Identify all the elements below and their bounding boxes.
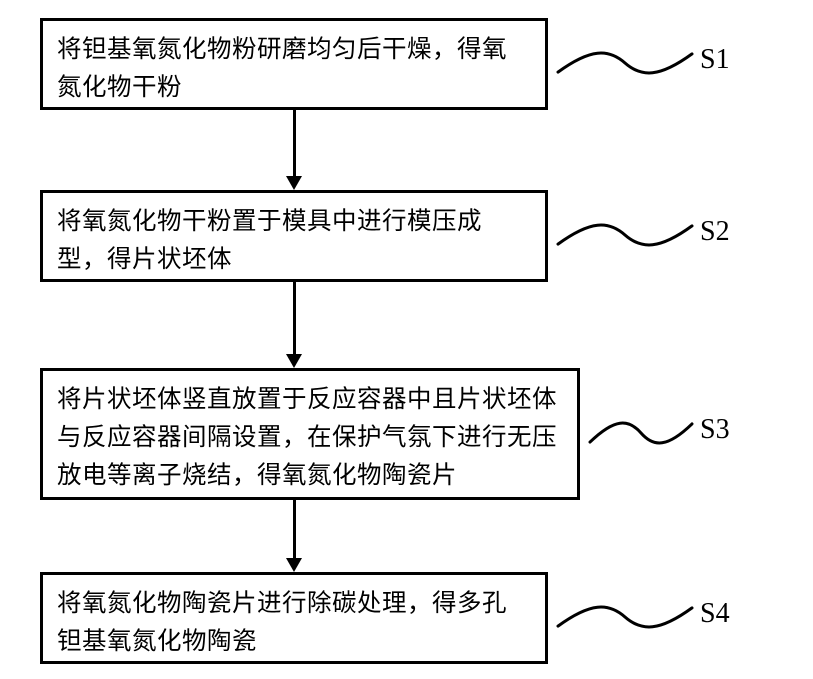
arrow-line (293, 110, 296, 178)
tilde-connector (556, 604, 694, 634)
step-text: 将钽基氧氮化物粉研磨均匀后干燥，得氧氮化物干粉 (57, 36, 507, 101)
step-label-s4: S4 (700, 598, 730, 630)
step-box-s1: 将钽基氧氮化物粉研磨均匀后干燥，得氧氮化物干粉 (40, 18, 548, 110)
arrow-line (293, 282, 296, 356)
tilde-connector (556, 222, 694, 252)
step-box-s3: 将片状坯体竖直放置于反应容器中且片状坯体与反应容器间隔设置，在保护气氛下进行无压… (40, 368, 580, 500)
tilde-connector (556, 50, 694, 80)
step-text: 将氧氮化物陶瓷片进行除碳处理，得多孔钽基氧氮化物陶瓷 (57, 590, 507, 655)
step-label-s1: S1 (700, 44, 730, 76)
arrow-line (293, 500, 296, 560)
step-text: 将氧氮化物干粉置于模具中进行模压成型，得片状坯体 (57, 208, 482, 273)
step-box-s2: 将氧氮化物干粉置于模具中进行模压成型，得片状坯体 (40, 190, 548, 282)
tilde-connector (588, 420, 694, 450)
step-label-s2: S2 (700, 216, 730, 248)
step-text: 将片状坯体竖直放置于反应容器中且片状坯体与反应容器间隔设置，在保护气氛下进行无压… (57, 386, 557, 489)
step-box-s4: 将氧氮化物陶瓷片进行除碳处理，得多孔钽基氧氮化物陶瓷 (40, 572, 548, 664)
arrow-head-icon (286, 558, 302, 572)
flowchart-canvas: 将钽基氧氮化物粉研磨均匀后干燥，得氧氮化物干粉 S1 将氧氮化物干粉置于模具中进行模… (0, 0, 813, 679)
arrow-head-icon (286, 354, 302, 368)
arrow-head-icon (286, 176, 302, 190)
step-label-s3: S3 (700, 414, 730, 446)
